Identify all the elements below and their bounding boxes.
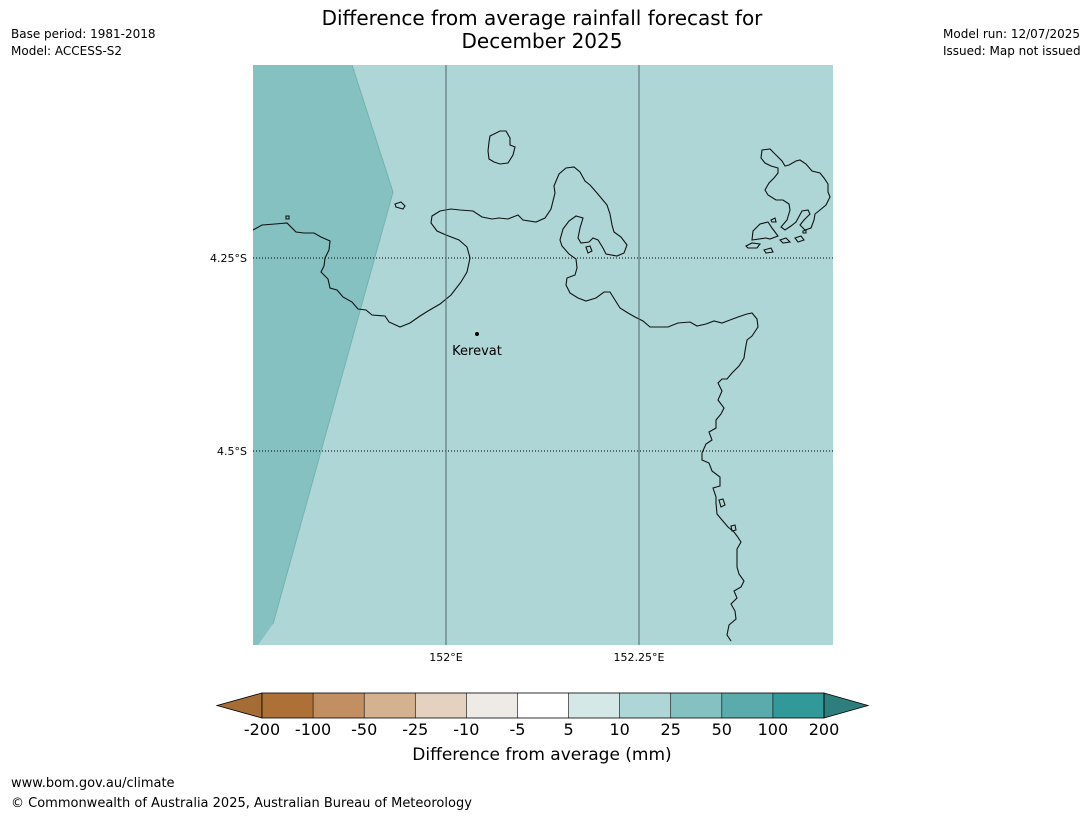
colorbar-extend-low bbox=[215, 692, 263, 719]
colorbar-tick-label: 5 bbox=[563, 720, 573, 739]
place-marker bbox=[475, 332, 479, 336]
colorbar-tick-label: 10 bbox=[609, 720, 629, 739]
issued-text: Issued: Map not issued bbox=[943, 44, 1081, 58]
footer-url: www.bom.gov.au/climate bbox=[11, 776, 175, 791]
colorbar-extend-high bbox=[823, 692, 870, 719]
colorbar-swatch bbox=[517, 693, 569, 718]
title-line-2: December 2025 bbox=[461, 29, 623, 53]
map-area: Kerevat bbox=[253, 65, 833, 645]
base-period-text: Base period: 1981-2018 bbox=[11, 27, 156, 41]
colorbar-swatch bbox=[262, 693, 314, 718]
colorbar-tick-label: 50 bbox=[712, 720, 732, 739]
lat-tick-label: 4.5°S bbox=[217, 445, 247, 458]
colorbar-swatch bbox=[619, 693, 671, 718]
meta-right: Model run: 12/07/2025 Issued: Map not is… bbox=[943, 26, 1081, 60]
coastline-islet bbox=[770, 217, 777, 223]
colorbar-label: Difference from average (mm) bbox=[412, 745, 672, 765]
footer: www.bom.gov.au/climate © Commonwealth of… bbox=[11, 774, 472, 814]
coastline-island-north bbox=[487, 130, 516, 165]
lon-tick-label: 152°E bbox=[429, 651, 462, 664]
place-label-kerevat: Kerevat bbox=[452, 344, 502, 359]
coastline-mainland bbox=[253, 166, 759, 642]
colorbar-swatch bbox=[364, 693, 416, 718]
coastline-islet bbox=[285, 215, 290, 220]
colorbar-tick-label: -5 bbox=[509, 720, 525, 739]
title-line-1: Difference from average rainfall forecas… bbox=[321, 6, 763, 30]
map-title: Difference from average rainfall forecas… bbox=[243, 7, 841, 53]
coastline-duke-of-york bbox=[760, 148, 831, 231]
coastlines bbox=[253, 130, 831, 642]
lat-tick-label: 4.25°S bbox=[210, 252, 247, 265]
coastline-islet bbox=[778, 237, 792, 244]
coastline-islet bbox=[718, 498, 726, 508]
rainfall-band-25-50 bbox=[253, 65, 393, 645]
model-text: Model: ACCESS-S2 bbox=[11, 44, 123, 58]
colorbar-swatch bbox=[466, 693, 518, 718]
colorbar-swatch bbox=[670, 693, 722, 718]
colorbar-swatches bbox=[215, 692, 870, 719]
colorbar-ticks: -200 -100 -50 -25 -10 -5 5 10 25 50 100 200 bbox=[244, 720, 839, 739]
lon-tick-label: 152.25°E bbox=[614, 651, 665, 664]
meta-left: Base period: 1981-2018 Model: ACCESS-S2 bbox=[11, 26, 156, 60]
colorbar-tick-label: -10 bbox=[453, 720, 479, 739]
coastline-islet bbox=[585, 245, 593, 254]
colorbar-tick-label: 100 bbox=[758, 720, 789, 739]
coastline-islet bbox=[745, 242, 762, 249]
colorbar-tick-label: -200 bbox=[244, 720, 280, 739]
coastline-islet bbox=[763, 247, 774, 254]
footer-copyright: © Commonwealth of Australia 2025, Austra… bbox=[11, 796, 472, 811]
colorbar-tick-label: -50 bbox=[351, 720, 377, 739]
colorbar-tick-label: -25 bbox=[402, 720, 428, 739]
coastline-islet bbox=[394, 201, 406, 210]
model-run-text: Model run: 12/07/2025 bbox=[943, 27, 1081, 41]
colorbar-swatch bbox=[313, 693, 365, 718]
coastline-islet bbox=[751, 221, 779, 241]
colorbar-tick-label: 200 bbox=[809, 720, 840, 739]
band-boundary bbox=[272, 191, 394, 625]
colorbar-swatch bbox=[568, 693, 620, 718]
colorbar-tick-label: 25 bbox=[661, 720, 681, 739]
coastline-islet bbox=[802, 229, 807, 234]
colorbar-swatch bbox=[721, 693, 773, 718]
colorbar-swatch bbox=[772, 693, 824, 718]
band-boundary bbox=[351, 65, 394, 193]
colorbar-tick-label: -100 bbox=[295, 720, 331, 739]
coastline-islet bbox=[794, 235, 805, 243]
colorbar-outline bbox=[261, 692, 825, 719]
coastline-islet bbox=[730, 524, 737, 532]
colorbar-swatch bbox=[415, 693, 467, 718]
